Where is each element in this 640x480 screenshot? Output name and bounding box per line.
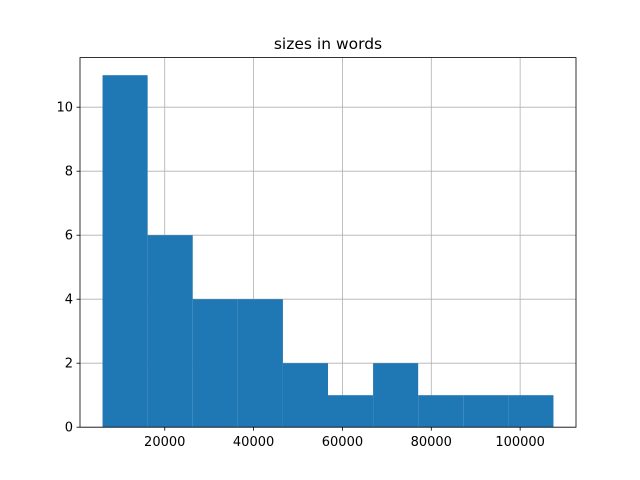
bar	[418, 395, 464, 428]
y-tick-label: 0	[65, 421, 73, 436]
bar	[508, 395, 554, 428]
axes: 20000 40000 60000 80000 100000 0 2 4 6 8 10	[56, 57, 577, 450]
y-tick-label: 8	[65, 165, 73, 180]
y-tick-label: 10	[56, 101, 73, 116]
bar	[192, 299, 238, 428]
plot-frame	[79, 57, 577, 428]
bar	[282, 363, 328, 428]
x-tick-label: 60000	[322, 435, 363, 450]
bar	[463, 395, 509, 428]
y-tick-label: 4	[65, 293, 73, 308]
bar	[328, 395, 374, 428]
x-tick-label: 40000	[233, 435, 274, 450]
chart-title: sizes in words	[274, 35, 382, 53]
bar	[102, 75, 148, 428]
bar	[237, 299, 283, 428]
bar	[147, 235, 193, 428]
x-tick-label: 20000	[144, 435, 185, 450]
x-tick-label: 80000	[411, 435, 452, 450]
y-tick-label: 2	[65, 357, 73, 372]
bar	[373, 363, 419, 428]
x-tick-label: 100000	[495, 435, 545, 450]
y-tick-label: 6	[65, 229, 73, 244]
bars	[102, 75, 554, 428]
